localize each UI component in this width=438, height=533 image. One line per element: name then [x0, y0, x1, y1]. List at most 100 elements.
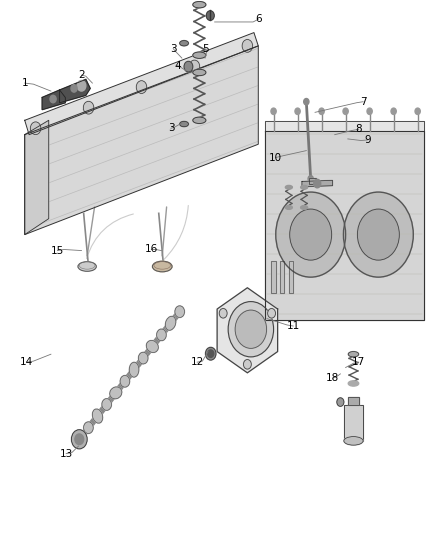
Ellipse shape [78, 262, 96, 271]
Text: 15: 15 [51, 246, 64, 255]
Ellipse shape [300, 206, 307, 209]
Ellipse shape [193, 117, 206, 124]
Circle shape [271, 108, 276, 115]
Polygon shape [25, 46, 258, 235]
Text: 14: 14 [20, 357, 34, 367]
Text: 10: 10 [269, 152, 283, 163]
Text: 18: 18 [326, 373, 339, 383]
Circle shape [391, 108, 396, 115]
Bar [344, 405, 363, 441]
Ellipse shape [193, 52, 206, 59]
Text: 3: 3 [168, 123, 174, 133]
Circle shape [30, 122, 41, 135]
Ellipse shape [157, 329, 166, 341]
Text: 3: 3 [170, 44, 177, 53]
Polygon shape [265, 131, 424, 320]
Circle shape [290, 209, 332, 260]
Polygon shape [25, 33, 258, 135]
Circle shape [268, 309, 276, 318]
Circle shape [136, 80, 147, 93]
Text: 16: 16 [145, 245, 158, 254]
Circle shape [314, 179, 321, 188]
Polygon shape [217, 288, 278, 373]
Bar [289, 261, 293, 293]
Circle shape [205, 348, 216, 360]
Circle shape [83, 101, 94, 114]
Text: 2: 2 [78, 70, 85, 80]
Text: 7: 7 [360, 96, 367, 107]
Circle shape [71, 430, 87, 449]
Ellipse shape [138, 352, 148, 364]
Circle shape [415, 108, 420, 115]
Text: 4: 4 [174, 61, 181, 70]
Ellipse shape [102, 399, 112, 410]
Ellipse shape [74, 433, 85, 446]
Circle shape [228, 302, 274, 357]
Polygon shape [302, 180, 332, 187]
Text: 1: 1 [21, 78, 28, 88]
Polygon shape [265, 122, 424, 131]
Text: 11: 11 [286, 321, 300, 331]
Circle shape [75, 434, 84, 445]
Circle shape [319, 108, 324, 115]
Text: 13: 13 [60, 449, 73, 458]
Ellipse shape [120, 375, 130, 387]
Bar [74, 437, 81, 446]
Ellipse shape [110, 387, 122, 399]
Circle shape [304, 99, 309, 105]
Ellipse shape [180, 122, 188, 127]
Circle shape [50, 95, 56, 103]
Bar [74, 437, 81, 446]
Text: 9: 9 [364, 135, 371, 145]
Bar [280, 261, 285, 293]
Ellipse shape [344, 437, 363, 445]
Bar [289, 261, 293, 293]
Circle shape [219, 309, 227, 318]
Circle shape [343, 108, 348, 115]
Circle shape [337, 398, 344, 406]
Ellipse shape [84, 422, 93, 433]
Bar [348, 397, 359, 405]
Text: 17: 17 [352, 357, 365, 367]
Text: 8: 8 [355, 124, 362, 134]
Circle shape [184, 61, 193, 72]
Polygon shape [42, 90, 65, 110]
Circle shape [357, 209, 399, 260]
Circle shape [308, 175, 313, 182]
Polygon shape [60, 79, 90, 103]
Circle shape [242, 39, 253, 52]
Bar [308, 178, 316, 183]
Circle shape [343, 192, 413, 277]
Bar [348, 397, 359, 405]
Bar [344, 405, 363, 441]
Circle shape [244, 360, 251, 369]
Circle shape [367, 108, 372, 115]
Circle shape [71, 85, 77, 92]
Circle shape [295, 108, 300, 115]
Bar [272, 261, 276, 293]
Ellipse shape [129, 362, 139, 377]
Ellipse shape [348, 352, 359, 357]
Circle shape [206, 11, 214, 20]
Ellipse shape [286, 185, 292, 189]
Ellipse shape [300, 185, 307, 189]
Ellipse shape [146, 341, 158, 352]
Ellipse shape [193, 69, 206, 76]
Bar [272, 261, 276, 293]
Polygon shape [25, 120, 49, 235]
Text: 6: 6 [255, 14, 261, 25]
Ellipse shape [92, 409, 102, 423]
Circle shape [235, 310, 267, 349]
Ellipse shape [165, 316, 176, 330]
Circle shape [189, 60, 200, 73]
Ellipse shape [180, 41, 188, 46]
Ellipse shape [286, 206, 292, 209]
Text: 5: 5 [203, 44, 209, 53]
Ellipse shape [348, 381, 359, 386]
Circle shape [276, 192, 346, 277]
Circle shape [77, 80, 86, 91]
Circle shape [208, 350, 214, 358]
Bar [308, 178, 316, 183]
Text: 12: 12 [191, 357, 204, 367]
Ellipse shape [152, 261, 172, 272]
